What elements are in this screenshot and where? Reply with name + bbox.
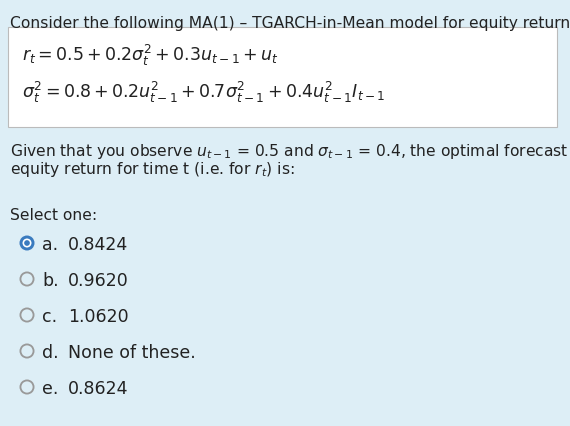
Text: None of these.: None of these. [68,343,196,361]
Ellipse shape [22,239,31,248]
Ellipse shape [19,272,35,287]
Ellipse shape [24,241,30,246]
Text: 0.9620: 0.9620 [68,271,129,289]
Ellipse shape [19,236,35,251]
Ellipse shape [19,308,35,323]
Text: Given that you observe $u_{t-1}$ = 0.5 and $\sigma_{t-1}$ = 0.4, the optimal for: Given that you observe $u_{t-1}$ = 0.5 a… [10,142,570,161]
Text: $r_t = 0.5 + 0.2\sigma_t^2 + 0.3u_{t-1} + u_t$: $r_t = 0.5 + 0.2\sigma_t^2 + 0.3u_{t-1} … [22,43,279,68]
Ellipse shape [22,381,32,393]
Text: Consider the following MA(1) – TGARCH-in-Mean model for equity returns.: Consider the following MA(1) – TGARCH-in… [10,16,570,31]
Text: d.: d. [42,343,59,361]
Text: 1.0620: 1.0620 [68,307,129,325]
FancyBboxPatch shape [8,28,557,128]
Text: b.: b. [42,271,59,289]
Text: e.: e. [42,379,58,397]
Ellipse shape [19,380,35,394]
Text: c.: c. [42,307,57,325]
Text: $\sigma_t^2 = 0.8 + 0.2u_{t-1}^2 + 0.7\sigma_{t-1}^2 + 0.4u_{t-1}^2 I_{t-1}$: $\sigma_t^2 = 0.8 + 0.2u_{t-1}^2 + 0.7\s… [22,80,385,105]
Ellipse shape [19,344,35,359]
Text: equity return for time t (i.e. for $r_t$) is:: equity return for time t (i.e. for $r_t$… [10,160,295,178]
Text: 0.8624: 0.8624 [68,379,128,397]
Ellipse shape [22,274,32,285]
Ellipse shape [22,310,32,321]
Text: a.: a. [42,236,58,253]
Text: 0.8424: 0.8424 [68,236,128,253]
Ellipse shape [22,345,32,357]
Text: Select one:: Select one: [10,207,97,222]
